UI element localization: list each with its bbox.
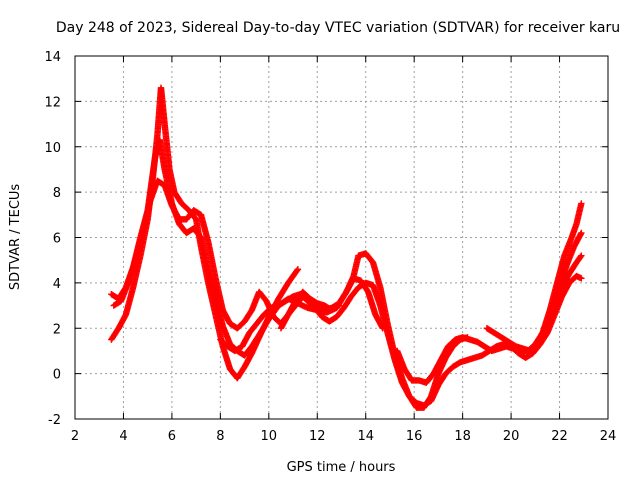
- track-marker-fill: [322, 305, 334, 313]
- track-marker-fill: [155, 178, 167, 188]
- track-marker-fill: [220, 324, 233, 347]
- track-marker-fill: [544, 303, 558, 326]
- track-marker-fill: [283, 293, 296, 304]
- track-marker-fill: [212, 276, 226, 312]
- y-tick-label: 0: [53, 368, 61, 383]
- y-tick-label: 8: [53, 186, 61, 201]
- track-marker-fill: [116, 312, 129, 331]
- y-tick-label: -2: [48, 413, 61, 428]
- track-marker-fill: [521, 345, 533, 354]
- track-marker-fill: [293, 289, 306, 304]
- track-marker-fill: [254, 312, 267, 326]
- track-marker-fill: [406, 394, 420, 410]
- x-tick-label: 16: [406, 429, 423, 444]
- y-tick-label: 2: [53, 322, 61, 337]
- x-tick-label: 14: [357, 429, 374, 444]
- track-marker-fill: [123, 285, 136, 317]
- data-points: [108, 84, 585, 411]
- track-marker-fill: [559, 271, 572, 290]
- track-marker-fill: [343, 274, 357, 294]
- track-marker-fill: [249, 332, 262, 349]
- y-tick-label: 6: [53, 232, 61, 247]
- track-marker-fill: [171, 190, 185, 206]
- data-point: [578, 275, 585, 282]
- track-marker-fill: [402, 367, 415, 383]
- x-tick-label: 24: [600, 429, 617, 444]
- series-satellite-track-8: [536, 252, 585, 341]
- track-marker-fill: [261, 305, 274, 317]
- data-point: [578, 252, 585, 259]
- x-tick-label: 18: [454, 429, 471, 444]
- y-tick-label: 12: [44, 95, 61, 110]
- x-tick-label: 12: [309, 429, 326, 444]
- track-marker-fill: [256, 289, 269, 304]
- track-marker-fill: [496, 343, 509, 352]
- track-marker-fill: [409, 377, 422, 384]
- y-tick-label: 4: [53, 277, 61, 292]
- chart-title: Day 248 of 2023, Sidereal Day-to-day VTE…: [56, 20, 620, 36]
- y-tick-label: 10: [44, 141, 61, 156]
- track-marker-fill: [157, 85, 168, 126]
- track-marker-fill: [566, 260, 579, 276]
- track-marker-fill: [336, 289, 349, 306]
- track-marker-fill: [278, 312, 291, 331]
- x-tick-label: 8: [216, 429, 224, 444]
- track-marker-fill: [350, 253, 362, 278]
- track-marker-fill: [139, 199, 154, 235]
- x-tick-label: 2: [71, 429, 79, 444]
- track-marker-fill: [198, 235, 212, 272]
- track-marker-fill: [108, 326, 122, 342]
- track-marker-fill: [370, 283, 384, 308]
- grid: [75, 56, 608, 419]
- series-satellite-track-4: [217, 272, 585, 409]
- track-marker-fill: [125, 258, 139, 285]
- series-satellite-track-2: [108, 136, 386, 359]
- track-marker-fill: [161, 183, 175, 208]
- track-marker-fill: [573, 201, 585, 226]
- track-marker-fill: [247, 321, 260, 335]
- track-marker-fill: [198, 212, 212, 244]
- x-tick-label: 4: [119, 429, 127, 444]
- data-point: [578, 200, 585, 207]
- track-marker-fill: [363, 251, 376, 265]
- x-axis-label: GPS time / hours: [287, 460, 396, 475]
- series-satellite-track-7: [483, 229, 585, 355]
- data-point: [294, 266, 302, 273]
- track-marker-fill: [377, 285, 391, 326]
- track-marker-fill: [219, 344, 233, 372]
- track-marker-fill: [571, 230, 584, 249]
- x-tick-label: 6: [168, 429, 176, 444]
- y-axis-label: SDTVAR / TECUs: [8, 184, 23, 291]
- track-marker-fill: [489, 345, 501, 354]
- track-marker-fill: [467, 336, 480, 345]
- track-marker-fill: [399, 376, 413, 399]
- x-tick-label: 20: [503, 429, 520, 444]
- track-marker-fill: [445, 337, 458, 349]
- track-marker-fill: [205, 240, 219, 281]
- data-point: [578, 229, 585, 237]
- x-tick-label: 10: [261, 429, 278, 444]
- y-tick-label: 14: [44, 50, 61, 65]
- series-satellite-track-5: [277, 250, 471, 411]
- x-tick-label: 22: [551, 429, 568, 444]
- track-marker-fill: [147, 178, 161, 204]
